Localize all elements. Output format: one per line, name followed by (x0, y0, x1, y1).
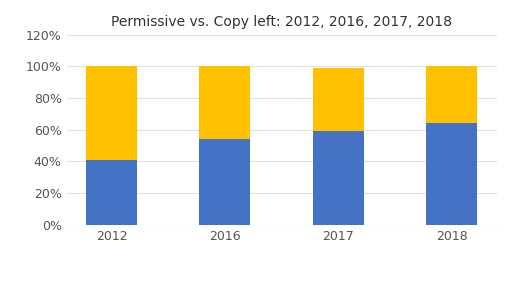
Bar (313, 131, 364, 225)
Bar (86, 160, 137, 225)
Bar (313, 68, 364, 131)
Bar (200, 139, 250, 225)
Bar (426, 123, 477, 225)
Title: Permissive vs. Copy left: 2012, 2016, 2017, 2018: Permissive vs. Copy left: 2012, 2016, 20… (111, 15, 452, 29)
Bar (86, 66, 137, 160)
Bar (426, 66, 477, 123)
Bar (200, 66, 250, 139)
